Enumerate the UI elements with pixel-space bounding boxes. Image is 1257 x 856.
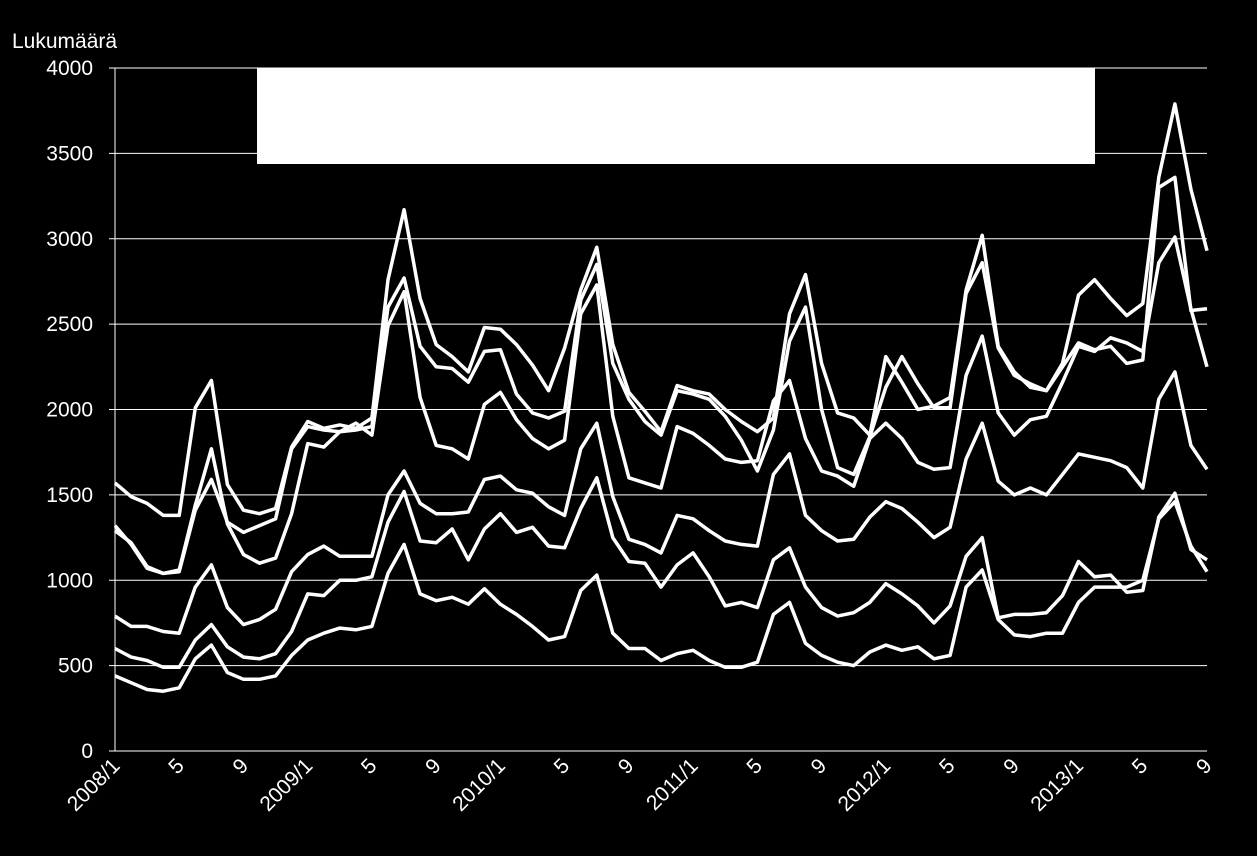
series-line	[114, 476, 1208, 670]
y-tick-label: 2000	[46, 399, 93, 422]
y-tick-label: 1000	[46, 569, 93, 592]
legend-box	[257, 68, 1095, 164]
y-tick-label: 0	[81, 740, 93, 763]
y-tick-label: 500	[58, 655, 93, 678]
series-line	[114, 370, 1209, 635]
y-axis-label: Lukumäärä	[12, 30, 117, 53]
series-line	[113, 175, 1208, 576]
y-tick-label: 2500	[46, 313, 93, 336]
y-tick-label: 3000	[46, 228, 93, 251]
y-tick-label: 3500	[46, 142, 93, 165]
series-line	[114, 499, 1209, 693]
y-tick-label: 1500	[46, 484, 93, 507]
series-line	[113, 235, 1209, 576]
y-tick-label: 4000	[46, 57, 93, 80]
